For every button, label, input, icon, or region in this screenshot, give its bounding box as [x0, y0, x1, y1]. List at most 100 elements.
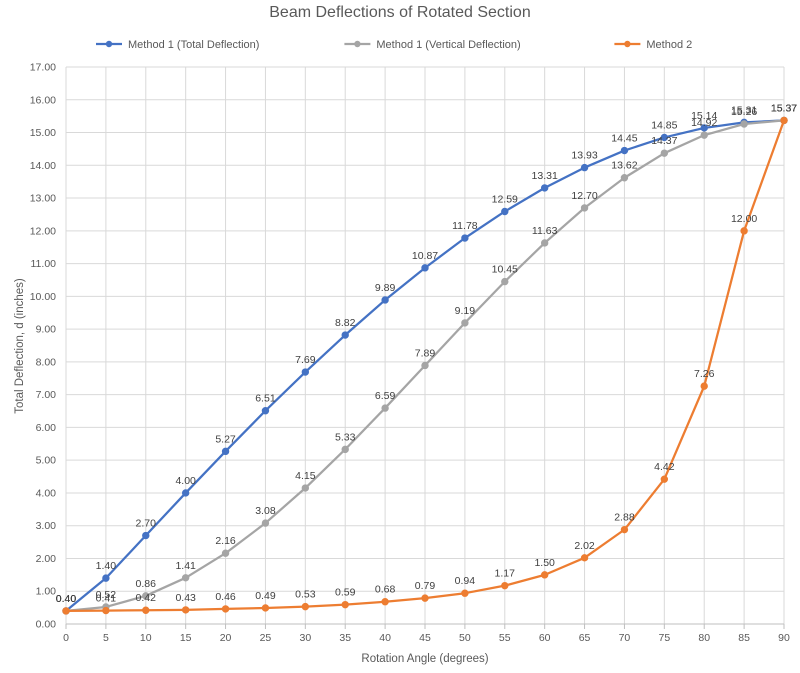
data-point-method-2: [181, 606, 190, 614]
data-point-method-1-total-deflection: [261, 407, 270, 415]
y-tick-label: 9.00: [36, 324, 57, 336]
data-label-method-2: 0.42: [136, 592, 157, 604]
data-point-method-1-vertical-deflection: [421, 361, 429, 370]
y-tick-label: 11.00: [31, 258, 57, 270]
data-point-method-1-vertical-deflection: [261, 519, 270, 527]
x-tick-label: 30: [299, 632, 311, 644]
legend-label-method-2: Method 2: [646, 39, 692, 51]
data-point-method-2: [540, 571, 549, 579]
data-point-method-2: [740, 227, 748, 235]
x-axis-title: Rotation Angle (degrees): [361, 653, 488, 665]
data-point-method-2: [780, 116, 788, 125]
y-tick-label: 0.00: [36, 619, 57, 631]
x-tick-label: 65: [579, 632, 591, 644]
data-point-method-1-total-deflection: [700, 124, 708, 132]
data-point-method-1-total-deflection: [181, 489, 190, 497]
y-tick-label: 13.00: [30, 193, 56, 205]
legend-label-method-1-vertical-deflection: Method 1 (Vertical Deflection): [376, 39, 520, 51]
y-axis-title: Total Deflection, d (inches): [14, 278, 26, 414]
data-point-method-2: [261, 604, 270, 612]
data-point-method-1-vertical-deflection: [740, 120, 748, 128]
chart-title: Beam Deflections of Rotated Section: [269, 4, 530, 21]
y-tick-label: 7.00: [36, 389, 57, 401]
data-label-method-1-total-deflection: 1.40: [96, 560, 117, 572]
data-label-method-1-total-deflection: 15.31: [731, 104, 757, 116]
data-point-method-1-vertical-deflection: [700, 131, 708, 139]
data-point-method-1-vertical-deflection: [540, 239, 549, 247]
data-label-method-1-vertical-deflection: 5.33: [335, 431, 356, 443]
data-label-method-2: 0.46: [215, 591, 236, 603]
data-point-method-2: [102, 606, 110, 615]
axes: 0.00 1.00 2.00 3.00 4.00 5.00 6.00 7.00 8.00 9.00…: [30, 62, 790, 645]
data-label-method-1-total-deflection: 0.40: [56, 593, 77, 605]
data-label-method-1-total-deflection: 12.59: [492, 193, 518, 205]
data-label-method-2: 0.68: [375, 584, 396, 596]
data-label-method-1-vertical-deflection: 9.19: [455, 305, 476, 317]
data-point-method-1-total-deflection: [580, 163, 589, 172]
data-label-method-1-total-deflection: 11.78: [452, 220, 478, 232]
x-tick-label: 5: [103, 632, 109, 644]
data-label-method-1-vertical-deflection: 1.41: [175, 560, 196, 572]
data-label-method-1-vertical-deflection: 15.26: [731, 106, 757, 118]
y-tick-label: 15.00: [30, 127, 56, 139]
data-label-method-2: 12.00: [731, 213, 757, 225]
data-label-method-2: 1.17: [495, 568, 516, 580]
series-layer: [62, 116, 788, 615]
data-label-method-1-vertical-deflection: 13.62: [611, 160, 637, 172]
data-point-method-2: [62, 607, 70, 615]
data-label-method-1-vertical-deflection: 0.86: [136, 578, 157, 590]
x-tick-label: 40: [379, 632, 391, 644]
data-point-method-2: [700, 382, 708, 390]
data-label-method-2: 2.02: [574, 540, 595, 552]
x-tick-label: 70: [619, 632, 631, 644]
x-tick-label: 20: [220, 632, 232, 644]
chart-legend: Method 1 (Total Deflection) Method 1 (Ver…: [96, 39, 692, 51]
data-label-method-1-total-deflection: 8.82: [335, 317, 356, 329]
data-label-method-1-vertical-deflection: 7.89: [415, 347, 436, 359]
data-labels: 0.40 1.40 2.70 4.00 5.27 6.51 7.69 8.82 9.89 10.8…: [56, 102, 798, 604]
data-point-method-2: [660, 475, 669, 483]
y-tick-label: 1.00: [36, 586, 57, 598]
data-label-method-1-total-deflection: 13.31: [532, 170, 558, 182]
data-point-method-1-vertical-deflection: [501, 277, 509, 286]
data-label-method-1-vertical-deflection: 3.08: [255, 505, 276, 517]
data-label-method-1-vertical-deflection: 0.40: [56, 593, 77, 605]
data-label-method-1-total-deflection: 9.89: [375, 282, 396, 294]
y-tick-label: 12.00: [30, 225, 56, 237]
gridlines: [65, 66, 785, 624]
data-point-method-2: [221, 605, 230, 613]
data-label-method-2: 0.53: [295, 589, 316, 601]
data-point-method-2: [501, 581, 509, 590]
data-point-method-1-total-deflection: [660, 133, 669, 142]
data-label-method-2: 0.94: [455, 575, 476, 587]
data-point-method-1-total-deflection: [341, 331, 349, 339]
data-label-method-1-vertical-deflection: 14.37: [651, 135, 677, 147]
data-label-method-1-vertical-deflection: 0.52: [96, 589, 117, 601]
x-tick-label: 35: [339, 632, 351, 644]
data-label-method-2: 1.50: [534, 557, 555, 569]
data-point-method-1-total-deflection: [620, 146, 629, 155]
data-point-method-1-vertical-deflection: [341, 445, 349, 454]
y-tick-label: 14.00: [30, 160, 56, 172]
data-point-method-1-total-deflection: [501, 207, 509, 216]
data-label-method-1-total-deflection: 13.93: [571, 150, 597, 162]
y-tick-label: 10.00: [30, 291, 56, 303]
data-point-method-1-vertical-deflection: [142, 592, 150, 600]
data-label-method-2: 0.59: [335, 587, 356, 599]
data-label-method-1-vertical-deflection: 2.16: [215, 535, 236, 547]
legend-label-method-1-total-deflection: Method 1 (Total Deflection): [128, 39, 259, 51]
data-label-method-1-vertical-deflection: 12.70: [571, 190, 597, 202]
data-point-method-1-vertical-deflection: [620, 174, 629, 182]
data-label-method-1-vertical-deflection: 10.45: [492, 264, 518, 276]
x-tick-label: 0: [63, 632, 69, 644]
y-tick-label: 17.00: [30, 62, 56, 74]
data-point-method-1-vertical-deflection: [381, 404, 389, 412]
data-point-method-1-total-deflection: [301, 368, 310, 376]
legend-marker-method-2: [624, 40, 631, 48]
legend-marker-method-1-vertical-deflection: [354, 40, 361, 48]
y-tick-label: 8.00: [36, 356, 57, 368]
data-point-method-1-total-deflection: [102, 574, 110, 582]
x-tick-label: 75: [658, 632, 670, 644]
data-point-method-1-total-deflection: [221, 447, 230, 456]
